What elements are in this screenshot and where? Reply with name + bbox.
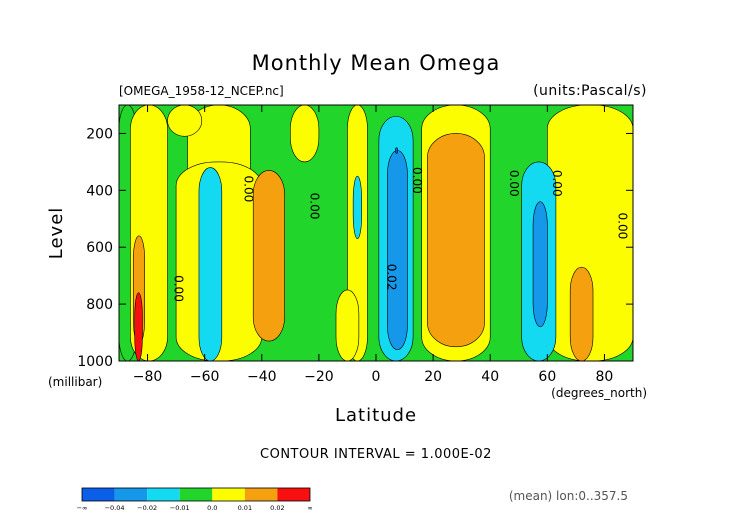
x-tick-label: 20 bbox=[424, 369, 442, 385]
contour-region-6 bbox=[198, 167, 223, 361]
contour-label: 0.02 bbox=[384, 264, 398, 291]
contour-region-8 bbox=[290, 105, 320, 163]
x-tick-label: −20 bbox=[304, 369, 334, 385]
colorbar-label: 0.01 bbox=[238, 504, 252, 512]
x-tick-label: −60 bbox=[190, 369, 220, 385]
x-tick-label: 40 bbox=[481, 369, 499, 385]
colorbar-swatch bbox=[82, 488, 115, 501]
colorbar-label: −0.01 bbox=[170, 504, 190, 512]
colorbar-swatch bbox=[147, 488, 180, 501]
contour-region-14 bbox=[395, 147, 399, 154]
contour-region-16 bbox=[427, 133, 485, 348]
contour-label: 0.00 bbox=[172, 275, 186, 302]
y-tick-label: 800 bbox=[86, 297, 113, 313]
colorbar-swatch bbox=[212, 488, 245, 501]
contour-region-10 bbox=[335, 289, 360, 361]
colorbar-label: ∞ bbox=[307, 504, 312, 512]
contour-region-11 bbox=[352, 175, 363, 239]
contour-region-21 bbox=[167, 105, 203, 137]
colorbar-label: 0.02 bbox=[270, 504, 284, 512]
colorbar-swatch bbox=[277, 488, 310, 501]
x-tick-label: 60 bbox=[538, 369, 556, 385]
contour-region-20 bbox=[569, 266, 594, 361]
y-tick-label: 1000 bbox=[77, 354, 113, 370]
contour-label: 0.00 bbox=[616, 213, 630, 240]
x-tick-label: −80 bbox=[133, 369, 163, 385]
colorbar-label: −0.04 bbox=[105, 504, 125, 512]
x-axis-label: Latitude bbox=[335, 405, 417, 426]
colorbar-label: −∞ bbox=[77, 504, 88, 512]
colorbar-label: −0.02 bbox=[137, 504, 157, 512]
contour-label: 0.00 bbox=[242, 176, 256, 203]
contour-label: 0.00 bbox=[410, 167, 424, 194]
y-tick-label: 600 bbox=[86, 240, 113, 256]
x-unit-label: (degrees_north) bbox=[551, 386, 647, 400]
y-axis-label: Level bbox=[46, 207, 67, 260]
colorbar-frame bbox=[81, 487, 311, 502]
contour-region-13 bbox=[387, 150, 408, 350]
y-unit-label: (millibar) bbox=[48, 375, 102, 389]
contour-region-3 bbox=[134, 292, 143, 361]
x-tick-label: 0 bbox=[372, 369, 381, 385]
colorbar-swatch bbox=[244, 488, 278, 501]
colorbar-swatch bbox=[114, 488, 148, 501]
contour-label: 0.00 bbox=[307, 193, 321, 220]
colorbar-swatch bbox=[179, 488, 213, 501]
contour-labels: 0.00 0.00 0.00 0.00 0.02 0.00 0.00 0.00 bbox=[172, 167, 630, 302]
contour-label: 0.00 bbox=[550, 170, 564, 197]
file-label: [OMEGA_1958-12_NCEP.nc] bbox=[119, 84, 284, 98]
x-axis: −80 −60 −40 −20 0 20 40 60 80 bbox=[133, 105, 614, 385]
units-label: (units:Pascal/s) bbox=[533, 83, 647, 99]
colorbar: −∞ −0.04 −0.02 −0.01 0.0 0.01 0.02 ∞ bbox=[77, 487, 313, 512]
x-tick-label: 80 bbox=[596, 369, 614, 385]
contour-region-7 bbox=[252, 170, 285, 342]
contour-field bbox=[119, 105, 633, 361]
y-tick-label: 400 bbox=[86, 183, 113, 199]
contour-interval: CONTOUR INTERVAL = 1.000E-02 bbox=[260, 447, 492, 462]
contour-region-19 bbox=[532, 201, 548, 328]
contour-label: 0.00 bbox=[507, 170, 521, 197]
chart-title: Monthly Mean Omega bbox=[252, 51, 501, 75]
colorbar-label: 0.0 bbox=[207, 504, 217, 512]
y-axis: 200 400 600 800 1000 bbox=[77, 126, 633, 370]
mean-note: (mean) lon:0..357.5 bbox=[509, 489, 628, 503]
y-tick-label: 200 bbox=[86, 126, 113, 142]
x-tick-label: −40 bbox=[247, 369, 277, 385]
